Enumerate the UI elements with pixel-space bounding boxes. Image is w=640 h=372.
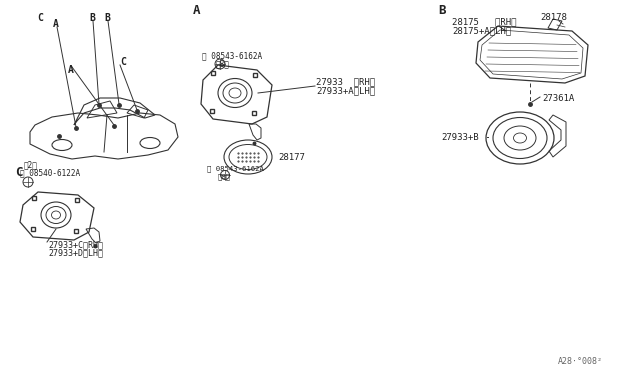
Text: B: B (438, 3, 445, 16)
Text: （8）: （8） (216, 60, 230, 68)
Text: （2）: （2） (24, 160, 38, 170)
Text: 28177: 28177 (278, 153, 305, 161)
Text: 28178: 28178 (540, 13, 567, 22)
Text: A: A (193, 3, 200, 16)
Text: B: B (89, 13, 95, 23)
Text: 28175+A〈LH〉: 28175+A〈LH〉 (452, 26, 511, 35)
Text: C: C (37, 13, 43, 23)
Text: C: C (120, 57, 126, 67)
Text: 27933  〈RH〉: 27933 〈RH〉 (316, 77, 375, 87)
Text: 27933+C〈RH〉: 27933+C〈RH〉 (48, 241, 103, 250)
Text: A: A (53, 19, 59, 29)
Text: 27361A: 27361A (542, 93, 574, 103)
Text: A: A (68, 65, 74, 75)
Text: 28175   〈RH〉: 28175 〈RH〉 (452, 17, 516, 26)
Text: Ⓢ 08543-6162A: Ⓢ 08543-6162A (207, 166, 264, 172)
Text: A28·°008²: A28·°008² (558, 357, 603, 366)
Text: B: B (104, 13, 110, 23)
Text: 27933+B: 27933+B (441, 132, 479, 141)
Text: （8）: （8） (218, 174, 231, 180)
Text: 27933+D〈LH〉: 27933+D〈LH〉 (48, 248, 103, 257)
Text: C: C (15, 166, 22, 179)
Text: Ⓢ 08540-6122A: Ⓢ 08540-6122A (20, 169, 80, 177)
Text: 27933+A〈LH〉: 27933+A〈LH〉 (316, 87, 375, 96)
Text: Ⓢ 08543-6162A: Ⓢ 08543-6162A (202, 51, 262, 61)
